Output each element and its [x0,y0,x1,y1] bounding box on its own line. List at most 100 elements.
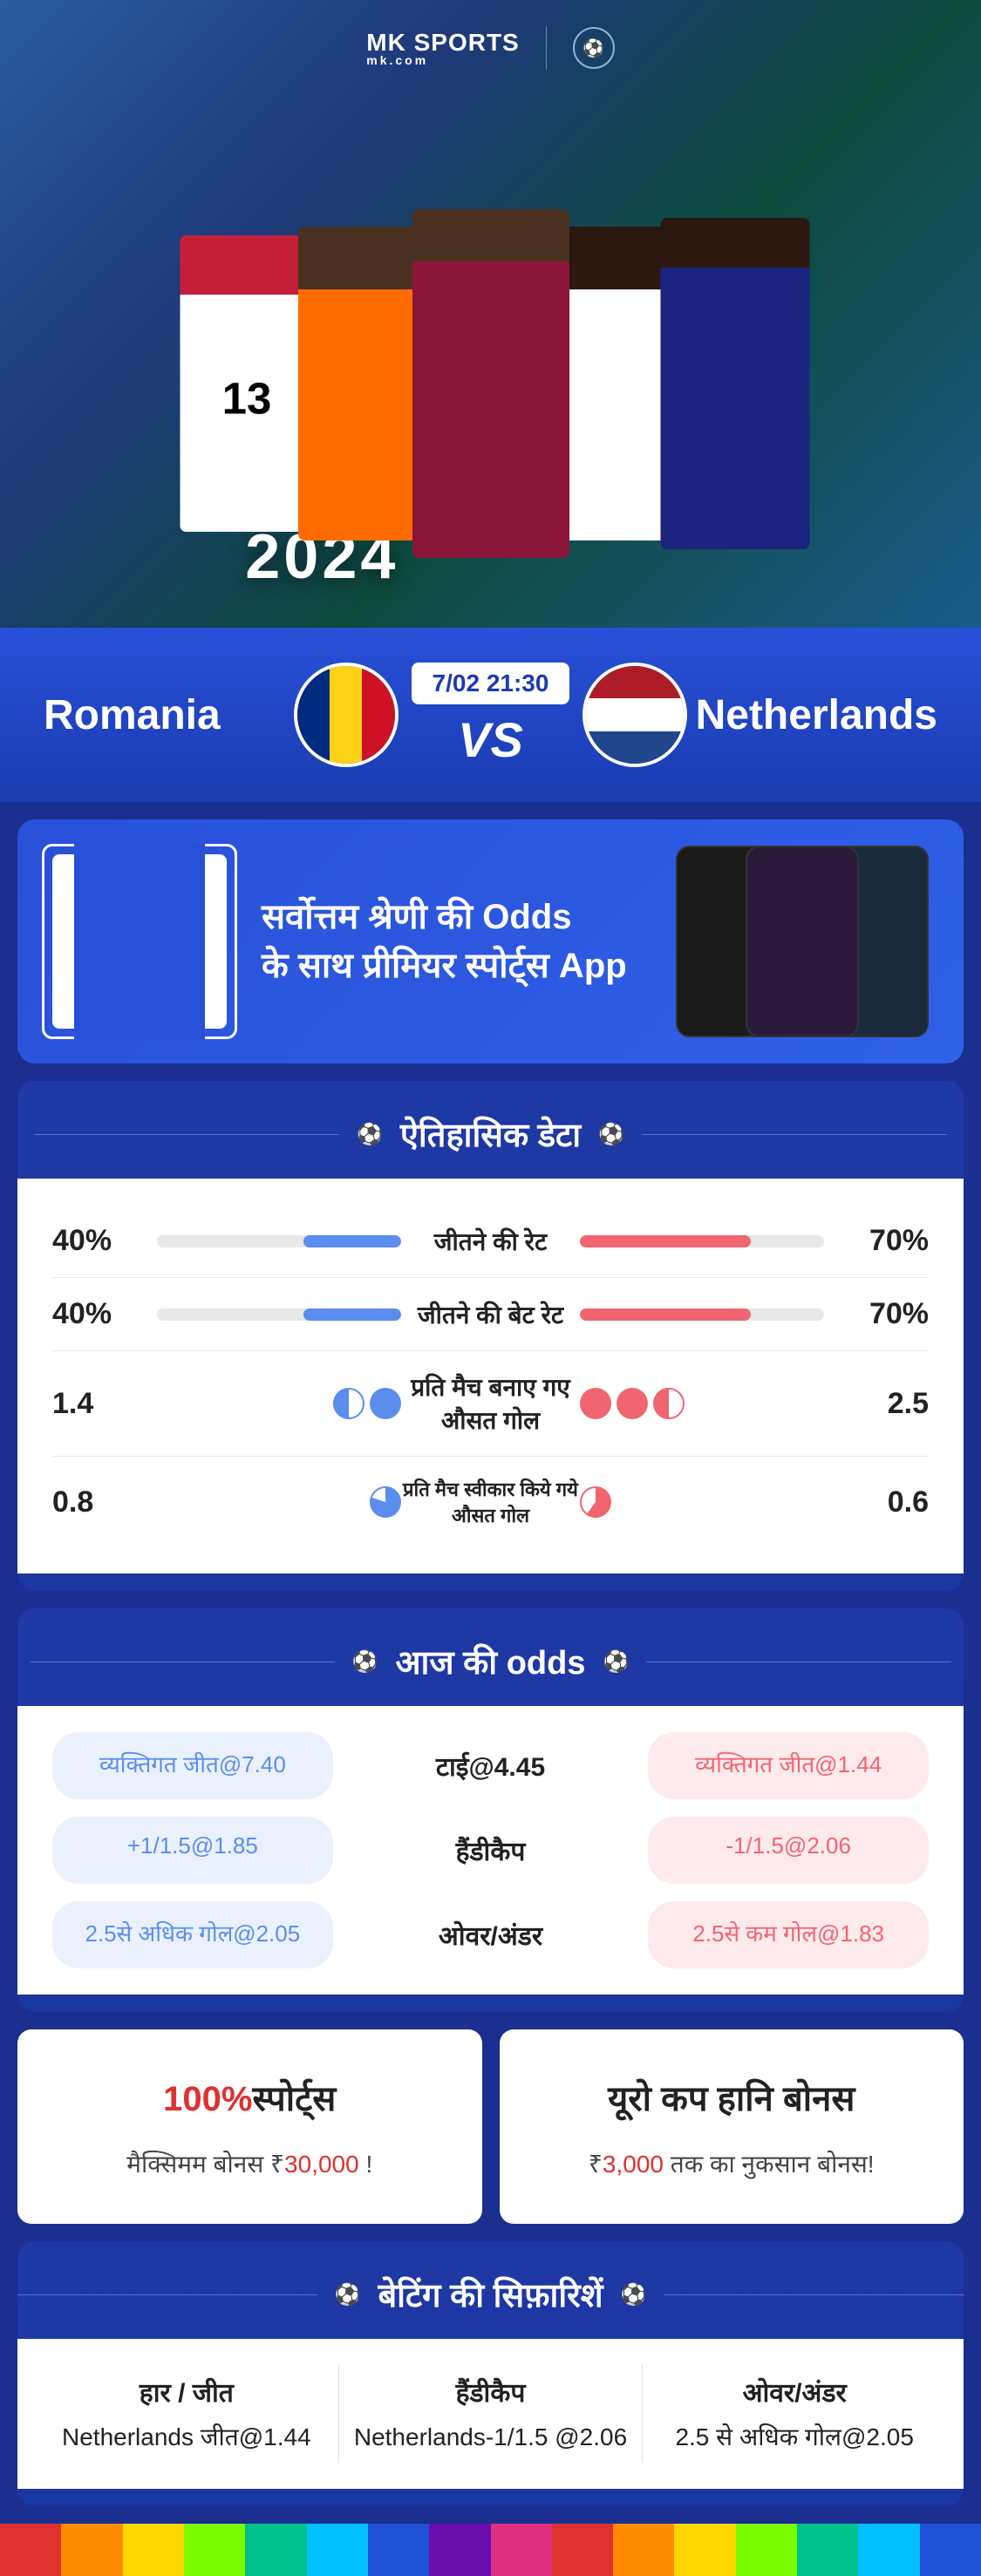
odds-left[interactable]: व्यक्तिगत जीत@7.40 [52,1732,333,1799]
club-crest-icon: ⚽ [573,27,615,69]
team2-name: Netherlands [693,691,937,739]
odds-mid: ओवर/अंडर [351,1901,631,1968]
hist-label: जीतने की रेट [401,1225,580,1258]
rainbow-footer [0,2524,981,2576]
ball-icon [370,1388,401,1419]
hist-right-value: 2.5 [824,1387,929,1421]
soccer-ball-icon: ⚽ [357,1122,383,1147]
player-image [412,209,569,558]
odds-section: ⚽ आज की odds ⚽ व्यक्तिगत जीत@7.40 टाई@4.4… [17,1608,964,2012]
promo-banner[interactable]: सर्वोत्तम श्रेणी की Odds के साथ प्रीमियर… [17,819,964,1064]
rec-label: हैंडीकैप [348,2374,634,2409]
rec-value: 2.5 से अधिक गोल@2.05 [651,2420,937,2454]
rec-column[interactable]: ओवर/अंडर 2.5 से अधिक गोल@2.05 [643,2365,946,2463]
historical-section: ⚽ ऐतिहासिक डेटा ⚽ 40% जीतने की रेट 70% 40% ज… [17,1081,964,1591]
odds-row: 2.5से अधिक गोल@2.05 ओवर/अंडर 2.5से कम गोल@… [52,1901,929,1968]
odds-row: व्यक्तिगत जीत@7.40 टाई@4.45 व्यक्तिगत जीत@… [52,1732,929,1799]
qr-code-icon[interactable] [52,854,227,1029]
ball-icon [580,1486,611,1518]
bonus-subtitle: ₹3,000 तक का नुकसान बोनस! [535,2147,930,2180]
promo-line1: सर्वोत्तम श्रेणी की Odds [262,893,641,941]
hist-label: प्रति मैच स्वीकार किये गये औसत गोल [401,1476,580,1528]
promo-text: सर्वोत्तम श्रेणी की Odds के साथ प्रीमियर… [262,893,641,990]
rec-column[interactable]: हैंडीकैप Netherlands-1/1.5 @2.06 [339,2365,644,2463]
bonus-card[interactable]: 100%स्पोर्ट्स मैक्सिमम बोनस ₹30,000 ! [17,2029,482,2224]
hist-left-value: 40% [52,1297,157,1331]
hist-balls-right [580,1388,824,1419]
hist-right-value: 0.6 [824,1485,929,1519]
phone-icon [746,846,859,1037]
hist-balls-left [157,1486,401,1518]
hist-bar-left [157,1235,401,1247]
ball-icon [653,1388,685,1419]
odds-mid: हैंडीकैप [351,1817,631,1884]
odds-right[interactable]: व्यक्तिगत जीत@1.44 [648,1732,929,1799]
team1-name: Romania [44,691,288,739]
soccer-ball-icon: ⚽ [352,1649,378,1675]
match-banner: Romania 7/02 21:30 VS Netherlands [0,628,981,802]
team1-flag-icon [294,663,399,767]
hist-right-value: 70% [824,1224,929,1258]
ball-icon [333,1388,364,1419]
recommendations-section: ⚽ बेटिंग की सिफ़ारिशें ⚽ हार / जीत Nether… [17,2241,964,2506]
rec-column[interactable]: हार / जीत Netherlands जीत@1.44 [35,2365,339,2463]
section-header: ⚽ ऐतिहासिक डेटा ⚽ [17,1098,964,1179]
player-image [660,218,809,549]
bonus-title: 100%स्पोर्ट्स [52,2073,447,2121]
hist-label: प्रति मैच बनाए गए औसत गोल [401,1370,580,1437]
section-title: आज की odds [396,1639,586,1684]
odds-left[interactable]: +1/1.5@1.85 [52,1817,333,1884]
section-header: ⚽ आज की odds ⚽ [17,1626,964,1706]
match-center: 7/02 21:30 VS [294,663,688,768]
historical-body: 40% जीतने की रेट 70% 40% जीतने की बेट रेट 70%… [17,1179,964,1573]
jersey-number: 13 [221,373,271,425]
soccer-ball-icon: ⚽ [603,1649,629,1675]
divider [546,26,547,70]
brand-name: MK [366,29,406,56]
odds-right[interactable]: 2.5से कम गोल@1.83 [648,1901,929,1968]
rec-label: हार / जीत [44,2374,330,2409]
rec-label: ओवर/अंडर [651,2374,937,2409]
hist-row: 0.8प्रति मैच स्वीकार किये गये औसत गोल0.6 [52,1457,929,1547]
soccer-ball-icon: ⚽ [598,1122,624,1147]
section-header: ⚽ बेटिंग की सिफ़ारिशें ⚽ [17,2259,964,2339]
bonus-card[interactable]: यूरो कप हानि बोनस₹3,000 तक का नुकसान बोन… [500,2029,964,2224]
ball-icon [580,1388,611,1419]
odds-right[interactable]: -1/1.5@2.06 [648,1817,929,1884]
hist-row: 1.4 प्रति मैच बनाए गए औसत गोल 2.5 [52,1351,929,1457]
odds-left[interactable]: 2.5से अधिक गोल@2.05 [52,1901,333,1968]
team2-flag-icon [582,663,687,767]
section-title: ऐतिहासिक डेटा [400,1111,581,1157]
player-image: 13 [180,235,313,532]
rec-value: Netherlands जीत@1.44 [44,2420,330,2454]
ball-icon [370,1486,401,1518]
bonus-subtitle: मैक्सिमम बोनस ₹30,000 ! [52,2147,447,2180]
hist-row: 40% जीतने की बेट रेट 70% [52,1278,929,1351]
vs-label: VS [412,711,570,768]
odds-body: व्यक्तिगत जीत@7.40 टाई@4.45 व्यक्तिगत जीत@… [17,1706,964,1995]
hero-banner: MK SPORTS mk.com ⚽ 13 UEFA EURO 2024 [0,0,981,628]
hist-bar-left [157,1308,401,1321]
soccer-ball-icon: ⚽ [621,2282,647,2308]
hist-balls-left [157,1388,401,1419]
hist-left-value: 1.4 [52,1387,157,1421]
hist-bar-right [580,1308,824,1321]
brand-logo[interactable]: MK SPORTS mk.com [366,29,519,67]
brand-tagline: SPORTS [414,29,520,56]
promo-line2: के साथ प्रीमियर स्पोर्ट्स App [262,941,641,990]
odds-mid: टाई@4.45 [351,1732,631,1799]
bonus-row: 100%स्पोर्ट्स मैक्सिमम बोनस ₹30,000 ! यूरो… [0,2029,981,2241]
ball-icon [617,1388,648,1419]
odds-row: +1/1.5@1.85 हैंडीकैप -1/1.5@2.06 [52,1817,929,1884]
soccer-ball-icon: ⚽ [335,2282,361,2308]
hist-label: जीतने की बेट रेट [401,1298,580,1331]
phone-mockups [676,846,929,1037]
vs-block: 7/02 21:30 VS [412,663,570,768]
hist-right-value: 70% [824,1297,929,1331]
hist-bar-right [580,1235,824,1247]
rec-value: Netherlands-1/1.5 @2.06 [348,2420,634,2454]
hist-row: 40% जीतने की रेट 70% [52,1205,929,1278]
hist-balls-right [580,1486,824,1518]
recommendations-body: हार / जीत Netherlands जीत@1.44 हैंडीकैप Net… [17,2339,964,2489]
hist-left-value: 40% [52,1224,157,1258]
